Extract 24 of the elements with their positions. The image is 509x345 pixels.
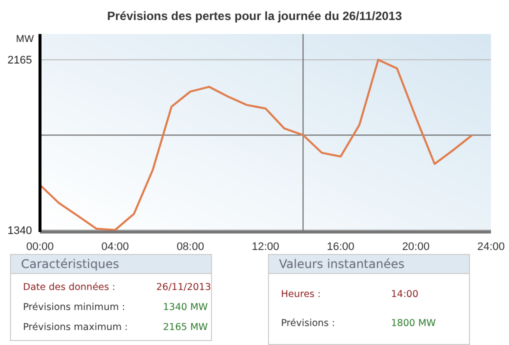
x-tick-label: 00:00 — [26, 241, 54, 253]
text: 1800 MW — [391, 318, 436, 329]
text: Heures : — [280, 289, 322, 300]
text: Date des données : — [22, 282, 116, 292]
text: 1340 MW — [163, 302, 208, 312]
y-tick-label: 2165 — [8, 54, 32, 67]
text: Prévisions : — [280, 318, 336, 329]
text: Prévisions maximum : — [22, 322, 129, 332]
text: 26/11/2013 — [156, 282, 211, 292]
x-tick-label: 20:00 — [402, 241, 430, 253]
text: Valeurs instantanées — [269, 255, 469, 274]
y-tick-label: 1340 — [8, 224, 32, 237]
x-tick-label: 24:00 — [477, 241, 505, 253]
x-tick-label: 04:00 — [101, 241, 129, 253]
text: Prévisions minimum : — [22, 302, 126, 312]
line-series — [40, 58, 474, 231]
x-tick-label: 08:00 — [176, 241, 204, 253]
text: Caractéristiques — [11, 255, 211, 274]
x-tick-label: 16:00 — [326, 241, 354, 253]
x-tick-label: 12:00 — [252, 241, 280, 253]
text: 2165 MW — [163, 322, 208, 332]
y-axis-title: MW — [16, 34, 34, 45]
chart-title: Prévisions des pertes pour la journée du 26/11/2013 — [106, 9, 403, 23]
text: 14:00 — [391, 289, 418, 300]
